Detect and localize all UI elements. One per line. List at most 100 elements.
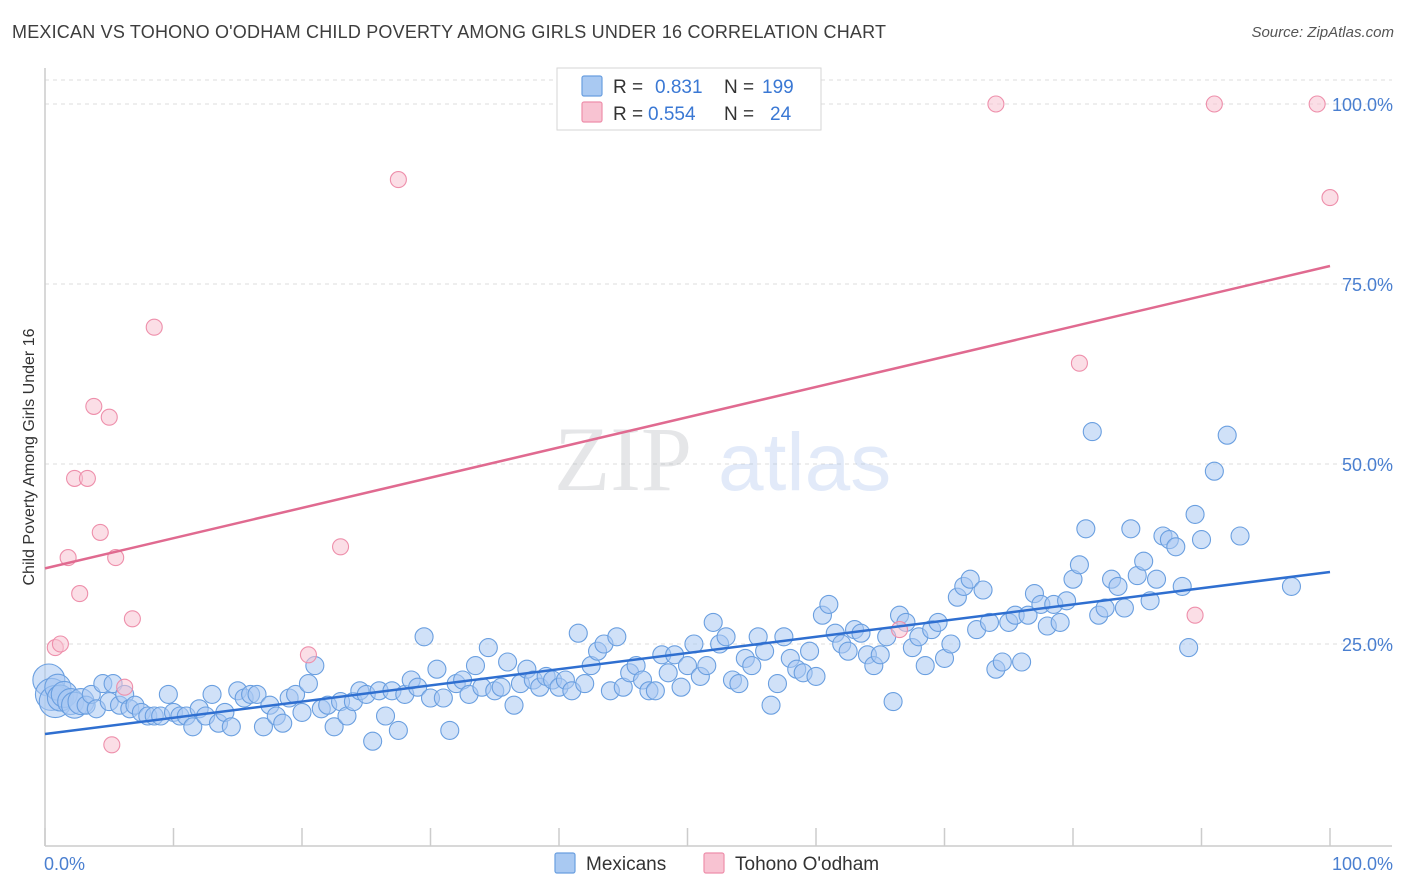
mexicans-point-55 [363,731,383,751]
tohono-point-18 [987,95,1005,113]
tohono-point-6 [85,397,103,415]
tohono-point-22 [1321,189,1339,207]
bottom-legend-mexicans: Mexicans [586,854,666,875]
mexicans-point-114 [742,656,762,676]
mexicans-point-187 [1230,526,1250,546]
tohono-point-5 [78,469,96,487]
mexicans-point-185 [1204,461,1224,481]
mexicans-point-119 [774,627,794,647]
legend-n-label-1: N = [724,104,754,125]
legend-n-value-0: 199 [762,77,794,98]
legend-r-value-1: 0.554 [648,104,696,125]
tohono-point-15 [331,538,350,556]
tohono-point-10 [116,678,134,696]
mexicans-point-186 [1217,425,1237,445]
grid-lines [45,79,1392,645]
mexicans-point-65 [427,659,447,679]
mexicans-point-117 [761,695,781,715]
mexicans-point-175 [1134,551,1154,571]
mexicans-point-165 [1069,555,1089,575]
x-tick-label-1: 100.0% [1332,854,1393,874]
watermark-zip: ZIP [554,408,692,510]
mexicans-point-136 [883,692,903,712]
mexicans-point-76 [498,652,518,672]
legend-swatch-mexicans [581,75,603,97]
tohono-point-20 [1186,606,1204,624]
mexicans-point-59 [388,720,408,740]
mexicans-point-129 [838,641,858,661]
tohono-point-14 [299,646,317,664]
legend-r-label-0: R = [613,77,643,98]
mexicans-point-57 [375,706,396,726]
mexicans-point-169 [1095,598,1115,618]
mexicans-point-104 [677,656,698,676]
mexicans-point-88 [575,674,595,694]
mexicans-point-66 [433,688,453,708]
tohono-point-12 [103,736,121,754]
trend-lines [44,264,1331,736]
mexicans-point-110 [716,627,736,647]
mexicans-point-156 [1012,652,1032,672]
x-tick-label-0: 0.0% [44,854,85,874]
mexicans-point-131 [851,623,871,643]
mexicans-point-41 [273,713,293,733]
mexicans-point-33 [221,717,241,737]
mexicans-point-93 [607,627,627,647]
mexicans-point-23 [158,684,178,704]
series-tohono-oodham [46,95,1339,754]
tohono-point-13 [145,318,163,336]
mexicans-point-38 [253,717,274,737]
tohono-point-11 [123,610,141,628]
tohono-point-21 [1205,95,1223,113]
y-tick-labels: 25.0% 50.0% 75.0% 100.0% [1332,95,1393,655]
mexicans-point-118 [767,674,788,694]
mexicans-point-49 [324,717,344,737]
series-mexicans [32,422,1301,751]
trend-line-tohono [44,264,1331,570]
axes [44,68,1392,847]
mexicans-point-27 [183,717,203,737]
mexicans-point-71 [465,656,486,676]
mexicans-point-162 [1050,612,1070,632]
y-tick-label-2: 75.0% [1342,275,1393,295]
tohono-point-8 [100,408,118,426]
mexicans-point-141 [915,656,935,676]
mexicans-point-134 [870,645,890,665]
mexicans-point-172 [1114,598,1134,618]
mexicans-point-171 [1108,576,1128,596]
chart-title: MEXICAN VS TOHONO O'ODHAM CHILD POVERTY … [12,22,887,42]
mexicans-point-63 [414,627,434,647]
tohono-point-7 [91,523,109,541]
legend-n-label-0: N = [724,77,754,98]
bottom-legend-tohono: Tohono O'odham [735,854,879,875]
tohono-point-1 [51,635,69,653]
mexicans-point-167 [1082,422,1102,442]
x-tick-labels: 0.0% 100.0% [44,854,1393,874]
bottom-legend-swatch-mexicans [554,852,576,874]
mexicans-point-150 [973,580,993,600]
mexicans-point-112 [729,674,749,694]
watermark-atlas: atlas [718,417,891,508]
source-label: Source: ZipAtlas.com [1251,24,1394,41]
mexicans-point-75 [491,677,511,697]
mexicans-point-184 [1191,530,1212,550]
mexicans-point-123 [800,641,820,661]
mexicans-point-73 [478,638,498,658]
mexicans-point-126 [819,594,839,614]
mexicans-point-173 [1121,519,1141,539]
mexicans-point-188 [1281,576,1301,596]
mexicans-point-182 [1179,638,1199,658]
mexicans-point-124 [806,666,826,686]
mexicans-point-99 [645,681,665,701]
trend-line-mexicans [44,570,1331,736]
mexicans-point-180 [1166,537,1186,557]
legend-swatch-tohono [581,101,603,123]
bottom-legend-swatch-tohono [703,852,725,874]
mexicans-point-177 [1146,569,1167,589]
mexicans-point-151 [979,612,1000,632]
y-axis-label: Child Poverty Among Girls Under 16 [21,328,38,585]
bottom-legend: Mexicans Tohono O'odham [554,852,879,875]
mexicans-point-148 [960,569,980,589]
mexicans-point-44 [292,702,312,722]
